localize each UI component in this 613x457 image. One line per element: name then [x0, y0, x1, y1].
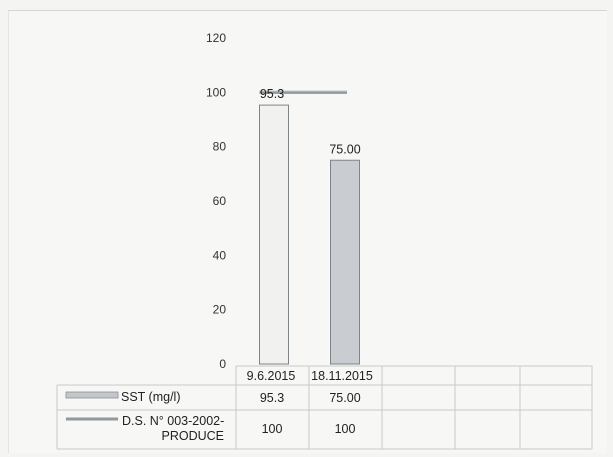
bar-data-label: 75.00 — [329, 142, 360, 156]
table-value-limit: 100 — [335, 422, 356, 436]
legend-name-limit: D.S. N° 003-2002- — [122, 414, 224, 428]
y-tick-label: 60 — [213, 194, 227, 208]
x-tick-label: 9.6.2015 — [247, 369, 296, 383]
y-tick-label: 100 — [206, 85, 226, 99]
y-tick-label: 20 — [213, 303, 227, 317]
table-value-sst: 95.3 — [260, 391, 284, 405]
bar-18.11.2015 — [330, 159, 360, 365]
table-value-limit: 100 — [262, 422, 283, 436]
legend-name-sst: SST (mg/l) — [121, 390, 181, 404]
table-value-sst: 75.00 — [329, 391, 360, 405]
y-tick-label: 120 — [206, 31, 226, 45]
bar-9.6.2015 — [259, 104, 289, 365]
y-tick-label: 80 — [213, 140, 227, 154]
x-tick-label: 18.11.2015 — [311, 369, 373, 383]
legend-key-sst — [65, 391, 119, 399]
chart-frame — [8, 10, 607, 453]
y-tick-label: 0 — [219, 357, 226, 371]
bar-data-label: 95.3 — [260, 87, 284, 101]
legend-name-limit: PRODUCE — [161, 429, 224, 443]
y-tick-label: 40 — [213, 248, 227, 262]
